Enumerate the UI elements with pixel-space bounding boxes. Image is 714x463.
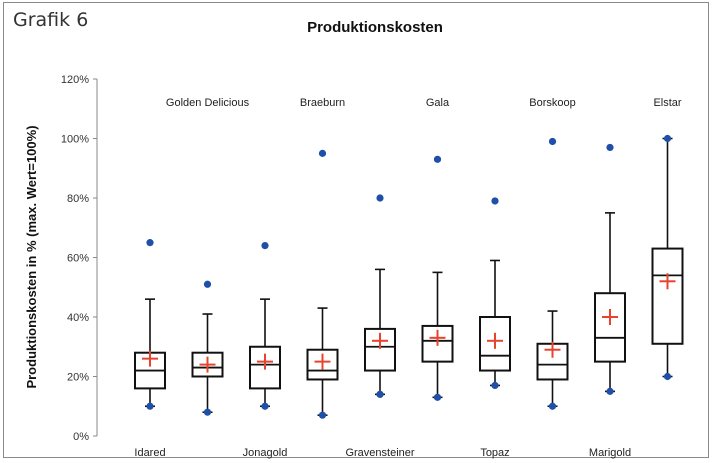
outlier-point bbox=[433, 155, 442, 163]
y-axis-label: Produktionskosten in % (max. Wert=100%) bbox=[24, 125, 39, 388]
box-borskoop bbox=[536, 137, 569, 410]
y-tick-label: 0% bbox=[73, 431, 89, 443]
box-marigold bbox=[594, 143, 626, 395]
outlier-point bbox=[606, 143, 614, 152]
iqr-box bbox=[594, 292, 626, 363]
outlier-point bbox=[548, 137, 557, 146]
category-label: Gala bbox=[426, 97, 450, 109]
box-topaz bbox=[479, 197, 511, 390]
outlier-point bbox=[376, 390, 384, 398]
outlier-point bbox=[261, 402, 269, 410]
iqr-box bbox=[651, 247, 684, 345]
outlier-point bbox=[376, 194, 384, 202]
y-tick-label: 60% bbox=[67, 253, 89, 265]
outlier-point bbox=[491, 381, 499, 390]
category-label: Jonagold bbox=[243, 447, 288, 459]
box-idared bbox=[134, 239, 166, 410]
outlier-point bbox=[146, 402, 154, 410]
box-golden-delicious bbox=[191, 280, 224, 416]
category-label: Golden Delicious bbox=[166, 97, 250, 109]
box-gravensteiner bbox=[364, 194, 396, 398]
box-elstar bbox=[651, 134, 684, 381]
outlier-point bbox=[663, 134, 672, 143]
category-label: Gravensteiner bbox=[345, 447, 414, 459]
outlier-point bbox=[318, 411, 327, 419]
box-jonagold bbox=[249, 242, 281, 410]
outlier-point bbox=[146, 239, 154, 247]
outlier-point bbox=[491, 197, 499, 205]
category-label: Marigold bbox=[589, 447, 631, 459]
outlier-point bbox=[433, 393, 442, 401]
iqr-box bbox=[536, 342, 569, 381]
outlier-point bbox=[261, 242, 269, 250]
outlier-point bbox=[203, 408, 212, 416]
box-gala bbox=[421, 155, 454, 401]
category-labels: Idared Golden Delicious Jonagold Braeburn Gr… bbox=[134, 97, 681, 459]
outlier-point bbox=[203, 280, 212, 288]
outlier-point bbox=[318, 149, 327, 157]
y-axis: 0% 20% 40% 60% 80% 100% 120% bbox=[61, 74, 98, 443]
y-tick-label: 20% bbox=[67, 372, 89, 384]
category-label: Braeburn bbox=[300, 97, 345, 109]
y-tick-label: 100% bbox=[61, 134, 89, 146]
box-braeburn bbox=[306, 149, 339, 419]
y-tick-label: 80% bbox=[67, 193, 89, 205]
outlier-point bbox=[606, 387, 614, 395]
chart-frame bbox=[3, 2, 709, 458]
y-tick-label: 120% bbox=[61, 74, 89, 86]
figure-label: Grafik 6 bbox=[13, 9, 89, 31]
outlier-point bbox=[663, 372, 672, 381]
category-label: Borskoop bbox=[529, 97, 575, 109]
category-label: Idared bbox=[134, 447, 165, 459]
box-series bbox=[134, 134, 684, 419]
category-label: Elstar bbox=[653, 97, 681, 109]
chart-title: Produktionskosten bbox=[307, 19, 443, 36]
outlier-point bbox=[548, 402, 557, 410]
category-label: Topaz bbox=[480, 447, 509, 459]
y-tick-label: 40% bbox=[67, 312, 89, 324]
